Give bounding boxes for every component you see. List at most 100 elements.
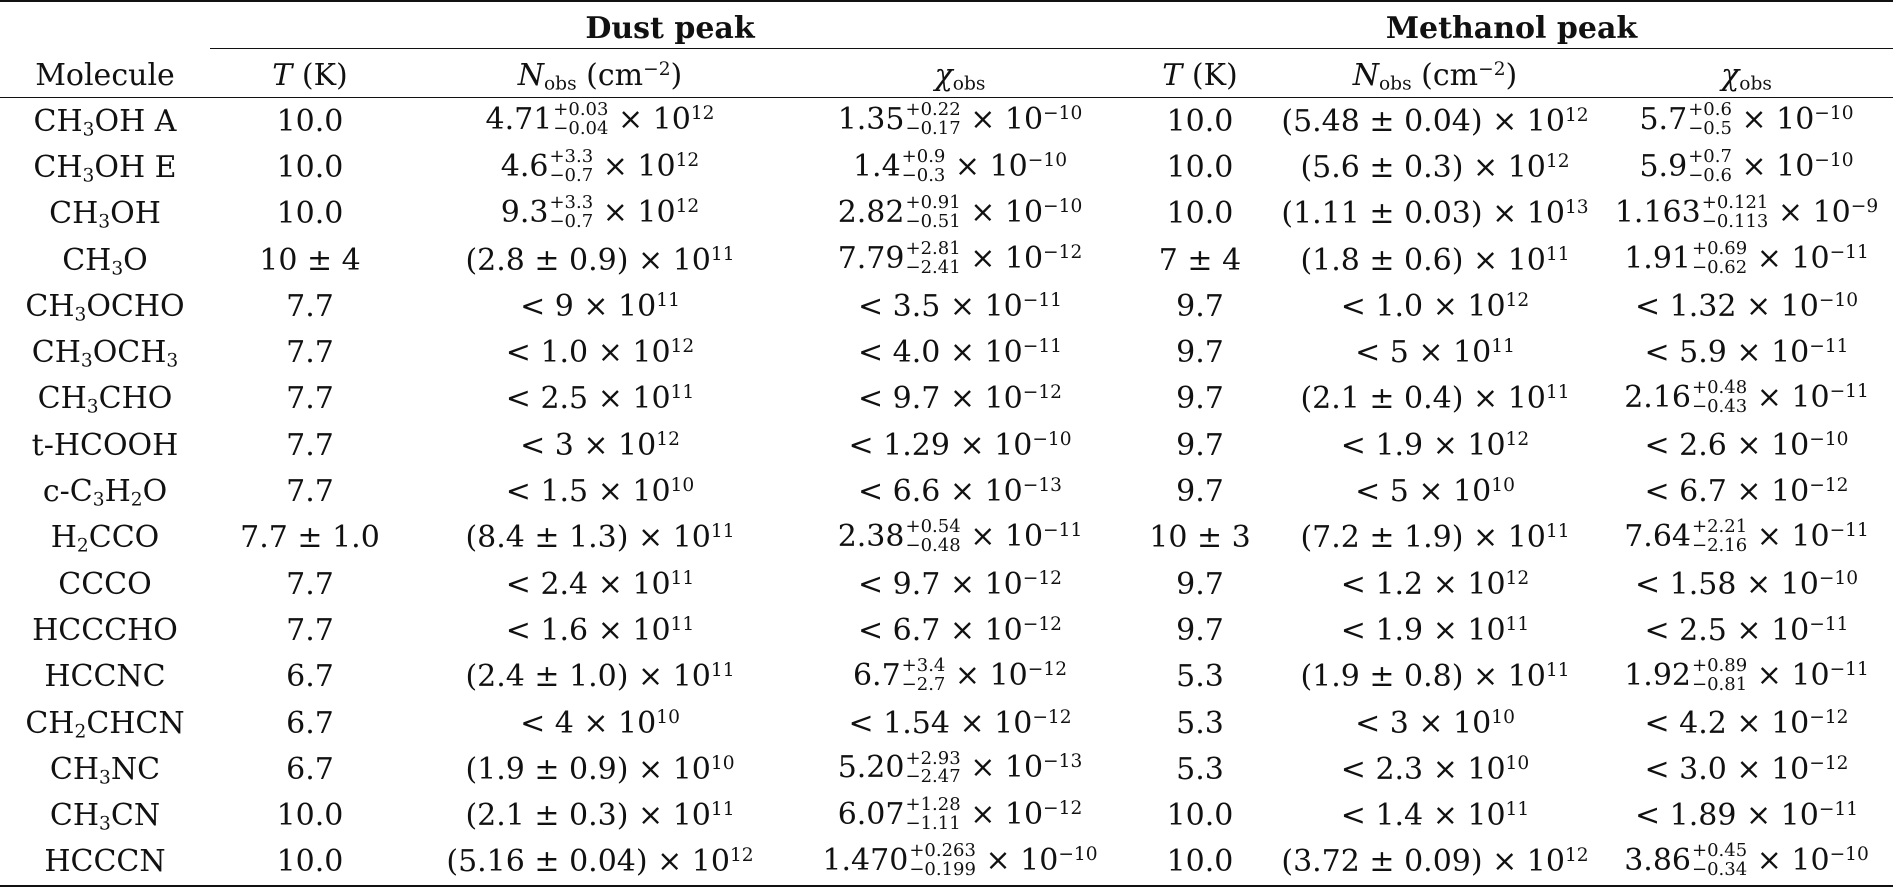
table-row: t-HCOOH 7.7 < 3 × 1012 < 1.29 × 10−10 9.7 < 1… bbox=[0, 422, 1893, 468]
methanol-abundance-cell: 1.92 +0.89 −0.81 × 10−11 bbox=[1624, 654, 1869, 695]
table-row: H2CCO 7.7 ± 1.0 (8.4 ± 1.3) × 1011 2.38 +0.5… bbox=[0, 515, 1893, 561]
methanol-column-density-cell: < 1.9 × 1011 bbox=[1340, 612, 1530, 648]
dust-abundance-cell: < 1.29 × 10−10 bbox=[848, 427, 1072, 463]
table-row: HCCCHO 7.7 < 1.6 × 1011 < 6.7 × 10−12 9.7 < 1… bbox=[0, 607, 1893, 653]
methanol-temperature-cell: 9.7 bbox=[1176, 427, 1224, 463]
molecule-cell: CH3CHO bbox=[37, 381, 173, 419]
molecule-cell: CH3OH E bbox=[33, 149, 177, 187]
dust-temperature-cell: 10.0 bbox=[210, 838, 410, 887]
asymmetric-error: +0.54 −0.48 bbox=[905, 516, 961, 556]
methanol-abundance-header: χobs bbox=[1721, 58, 1772, 95]
dust-column-density-cell: 9.3 +3.3 −0.7 × 1012 bbox=[500, 192, 700, 232]
methanol-abundance-cell: < 1.89 × 10−11 bbox=[1634, 798, 1859, 834]
asymmetric-error: +2.21 −2.16 bbox=[1692, 516, 1748, 556]
table-row: HCCNC 6.7 (2.4 ± 1.0) × 1011 6.7 +3.4 −2.7 × … bbox=[0, 654, 1893, 700]
column-header-row: Molecule T (K) Nobs (cm−2) χobs T (K) No… bbox=[0, 49, 1893, 98]
table-row: CH3CN 10.0 (2.1 ± 0.3) × 1011 6.07 +1.28 −1.1… bbox=[0, 792, 1893, 838]
dust-column-density-cell: (2.1 ± 0.3) × 1011 bbox=[465, 798, 735, 834]
dust-abundance-cell: < 1.54 × 10−12 bbox=[848, 705, 1072, 741]
dust-abundance-cell: 6.7 +3.4 −2.7 × 10−12 bbox=[852, 654, 1068, 695]
molecule-cell: CH3NC bbox=[49, 751, 161, 789]
methanol-abundance-cell: < 2.6 × 10−10 bbox=[1644, 427, 1849, 463]
table-row: CH3OH A 10.0 4.71 +0.03 −0.04 × 1012 1.35 +0.2… bbox=[0, 97, 1893, 145]
dust-column-density-cell: < 3 × 1012 bbox=[520, 427, 680, 463]
methanol-column-density-cell: < 1.0 × 1012 bbox=[1340, 288, 1530, 324]
table-body: CH3OH A 10.0 4.71 +0.03 −0.04 × 1012 1.35 +0.2… bbox=[0, 97, 1893, 887]
methanol-temperature-cell: 5.3 bbox=[1176, 751, 1224, 787]
dust-temperature-cell: 7.7 bbox=[286, 335, 334, 371]
molecule-cell: HCCCN bbox=[0, 838, 210, 887]
methanol-temperature-cell: 9.7 bbox=[1176, 474, 1224, 510]
dust-temperature-cell: 7.7 bbox=[286, 381, 334, 417]
methanol-abundance-cell: 2.16 +0.48 −0.43 × 10−11 bbox=[1624, 377, 1869, 418]
dust-abundance-cell: < 4.0 × 10−11 bbox=[857, 335, 1063, 371]
methanol-column-density-cell: (3.72 ± 0.09) × 1012 bbox=[1270, 838, 1600, 887]
methanol-column-density-cell: < 1.2 × 1012 bbox=[1340, 566, 1530, 602]
asymmetric-error: +0.89 −0.81 bbox=[1692, 654, 1748, 695]
dust-temperature-cell: 10 ± 4 bbox=[259, 242, 361, 278]
dust-column-density-cell: (8.4 ± 1.3) × 1011 bbox=[465, 520, 735, 556]
dust-temperature-cell: 7.7 ± 1.0 bbox=[240, 520, 380, 556]
methanol-abundance-cell: 1.163 +0.121 −0.113 × 10−9 bbox=[1614, 192, 1879, 232]
dust-temperature-cell: 7.7 bbox=[286, 612, 334, 648]
asymmetric-error: +0.263 −0.199 bbox=[909, 840, 976, 881]
methanol-column-density-cell: (1.11 ± 0.03) × 1013 bbox=[1281, 196, 1589, 232]
dust-temperature-cell: 6.7 bbox=[286, 659, 334, 695]
molecule-header: Molecule bbox=[35, 58, 175, 93]
asymmetric-error: +0.91 −0.51 bbox=[905, 192, 961, 232]
dust-temperature-cell: 10.0 bbox=[276, 798, 344, 834]
molecule-cell: CH3OCH3 bbox=[31, 335, 179, 372]
dust-temperature-cell: 10.0 bbox=[210, 97, 410, 145]
methanol-temperature-cell: 10.0 bbox=[1166, 798, 1234, 834]
molecule-cell: CH3O bbox=[62, 242, 148, 280]
methanol-column-density-cell: (2.1 ± 0.4) × 1011 bbox=[1300, 381, 1570, 417]
dust-column-density-cell: < 1.6 × 1011 bbox=[505, 612, 695, 648]
dust-abundance-cell: 6.07 +1.28 −1.11 × 10−12 bbox=[837, 793, 1083, 834]
table-row: CCCO 7.7 < 2.4 × 1011 < 9.7 × 10−12 9.7 < 1.2… bbox=[0, 561, 1893, 607]
dust-abundance-cell: < 9.7 × 10−12 bbox=[857, 566, 1063, 602]
methanol-abundance-cell: 1.91 +0.69 −0.62 × 10−11 bbox=[1624, 238, 1869, 279]
methanol-temperature-cell: 10.0 bbox=[1166, 196, 1234, 232]
dust-column-density-cell: (2.4 ± 1.0) × 1011 bbox=[465, 659, 735, 695]
methanol-abundance-cell: < 1.32 × 10−10 bbox=[1634, 288, 1859, 324]
asymmetric-error: +3.3 −0.7 bbox=[549, 145, 594, 186]
molecule-cell: c-C3H2O bbox=[42, 474, 168, 511]
molecule-cell: H2CCO bbox=[50, 520, 160, 557]
dust-abundance-cell: 5.20 +2.93 −2.47 × 10−13 bbox=[837, 747, 1083, 788]
dust-temperature-cell: 10.0 bbox=[276, 149, 344, 185]
dust-column-density-cell: (5.16 ± 0.04) × 1012 bbox=[410, 838, 790, 887]
table-row: CH3OCH3 7.7 < 1.0 × 1012 < 4.0 × 10−11 9.7 < … bbox=[0, 329, 1893, 375]
dust-temperature-cell: 6.7 bbox=[286, 705, 334, 741]
dust-abundance-cell: 1.470 +0.263 −0.199 × 10−10 bbox=[790, 838, 1130, 887]
dust-abundance-cell: 2.82 +0.91 −0.51 × 10−10 bbox=[837, 192, 1083, 232]
dust-column-density-cell: (1.9 ± 0.9) × 1010 bbox=[465, 751, 735, 787]
methanol-abundance-cell: < 1.58 × 10−10 bbox=[1634, 566, 1859, 602]
dust-column-density-cell: < 4 × 1010 bbox=[520, 705, 680, 741]
asymmetric-error: +3.3 −0.7 bbox=[549, 192, 594, 232]
methanol-column-density-cell: (1.9 ± 0.8) × 1011 bbox=[1300, 659, 1570, 695]
asymmetric-error: +0.03 −0.04 bbox=[553, 99, 609, 140]
methanol-column-density-cell: < 1.4 × 1011 bbox=[1340, 798, 1530, 834]
table-row: CH3CHO 7.7 < 2.5 × 1011 < 9.7 × 10−12 9.7 (2.… bbox=[0, 376, 1893, 422]
methanol-temperature-cell: 10.0 bbox=[1166, 149, 1234, 185]
table-row: CH2CHCN 6.7 < 4 × 1010 < 1.54 × 10−12 5.3 < 3… bbox=[0, 700, 1893, 746]
dust-column-density-cell: 4.6 +3.3 −0.7 × 1012 bbox=[500, 145, 700, 186]
asymmetric-error: +2.93 −2.47 bbox=[905, 747, 961, 788]
dust-column-density-cell: 4.71 +0.03 −0.04 × 1012 bbox=[410, 97, 790, 145]
methanol-column-density-cell: (1.8 ± 0.6) × 1011 bbox=[1300, 242, 1570, 278]
group-header-row: Dust peak Methanol peak bbox=[0, 0, 1893, 49]
dust-temperature-cell: 10.0 bbox=[276, 196, 344, 232]
dust-abundance-cell: 2.38 +0.54 −0.48 × 10−11 bbox=[837, 516, 1083, 556]
asymmetric-error: +0.22 −0.17 bbox=[905, 99, 961, 140]
molecule-cell: CH3OH bbox=[49, 196, 161, 233]
molecule-cell: CH3OH A bbox=[0, 97, 210, 145]
dust-abundance-cell: 1.4 +0.9 −0.3 × 10−10 bbox=[852, 145, 1068, 186]
dust-abundance-cell: 7.79 +2.81 −2.41 × 10−12 bbox=[837, 238, 1083, 279]
asymmetric-error: +0.121 −0.113 bbox=[1701, 192, 1769, 232]
dust-temperature-cell: 7.7 bbox=[286, 427, 334, 463]
asymmetric-error: +0.6 −0.5 bbox=[1688, 99, 1732, 140]
dust-column-density-header: Nobs (cm−2) bbox=[517, 58, 683, 95]
methanol-temperature-cell: 7 ± 4 bbox=[1158, 242, 1242, 278]
dust-temperature-cell: 7.7 bbox=[286, 288, 334, 324]
